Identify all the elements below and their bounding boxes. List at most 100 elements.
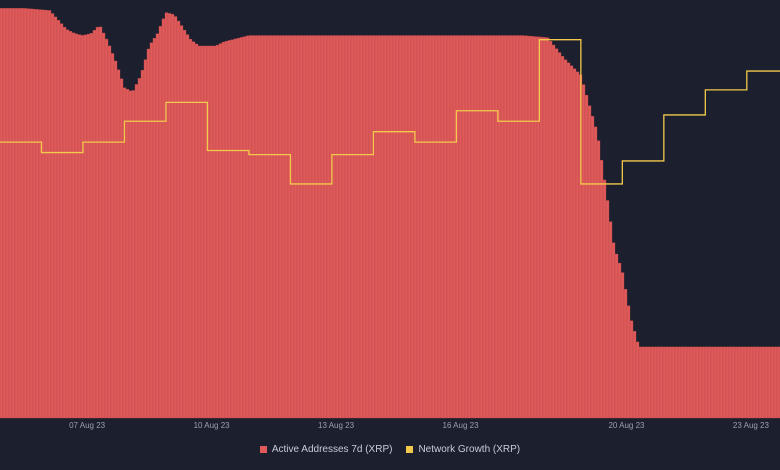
active-addresses-bar <box>50 13 55 419</box>
active-addresses-bar <box>290 35 295 419</box>
active-addresses-bar <box>218 43 223 419</box>
active-addresses-bar <box>722 346 727 419</box>
active-addresses-bar <box>590 116 595 419</box>
active-addresses-bar <box>521 35 526 419</box>
active-addresses-bar <box>650 346 655 419</box>
active-addresses-bar <box>671 346 676 419</box>
active-addresses-bar <box>140 69 145 419</box>
active-addresses-bar <box>473 35 478 419</box>
active-addresses-bar <box>581 84 586 419</box>
active-addresses-bar <box>308 35 313 419</box>
active-addresses-bar <box>680 346 685 419</box>
active-addresses-bar <box>596 140 601 419</box>
active-addresses-bar <box>428 35 433 419</box>
x-tick-label: 10 Aug 23 <box>194 421 231 430</box>
active-addresses-bar <box>467 35 472 419</box>
active-addresses-bar <box>80 35 85 419</box>
active-addresses-bar <box>86 33 91 419</box>
active-addresses-bar <box>98 26 103 419</box>
legend-swatch-network-growth <box>406 446 414 453</box>
active-addresses-bar <box>257 35 262 419</box>
active-addresses-bar <box>551 44 556 419</box>
active-addresses-bar <box>476 35 481 419</box>
active-addresses-bar <box>533 36 538 419</box>
active-addresses-bar <box>395 35 400 419</box>
active-addresses-bar <box>539 36 544 419</box>
active-addresses-bar <box>419 35 424 419</box>
active-addresses-bar <box>242 36 247 419</box>
active-addresses-bar <box>725 346 730 419</box>
active-addresses-bar <box>323 35 328 419</box>
active-addresses-bar <box>368 35 373 419</box>
active-addresses-bar <box>770 346 775 419</box>
active-addresses-bar <box>461 35 466 419</box>
active-addresses-bar <box>77 34 82 419</box>
active-addresses-bar <box>149 42 154 419</box>
active-addresses-bar <box>509 35 514 419</box>
active-addresses-bar <box>416 35 421 419</box>
active-addresses-bar <box>584 94 589 419</box>
active-addresses-bar <box>113 60 118 419</box>
active-addresses-bar <box>761 346 766 419</box>
active-addresses-bar <box>74 33 79 419</box>
active-addresses-bar <box>326 35 331 419</box>
active-addresses-bar <box>155 33 160 419</box>
active-addresses-bar <box>248 35 253 419</box>
active-addresses-bar <box>341 35 346 419</box>
active-addresses-bar <box>452 35 457 419</box>
active-addresses-bar <box>299 35 304 419</box>
legend-label-active-addresses: Active Addresses 7d (XRP) <box>271 444 393 455</box>
active-addresses-bar <box>68 31 73 419</box>
active-addresses-bar <box>305 35 310 419</box>
active-addresses-bar <box>11 8 16 419</box>
active-addresses-bar <box>287 35 292 419</box>
active-addresses-bar <box>191 41 196 419</box>
x-axis: 07 Aug 23 10 Aug 23 13 Aug 23 16 Aug 23 20 A… <box>69 421 769 430</box>
active-addresses-bar <box>437 35 442 419</box>
network-growth-line <box>0 39 780 185</box>
active-addresses-bar <box>404 35 409 419</box>
active-addresses-bar <box>17 8 22 419</box>
active-addresses-bar <box>413 35 418 419</box>
active-addresses-bar <box>434 35 439 419</box>
active-addresses-bar <box>245 35 250 419</box>
active-addresses-bar <box>635 341 640 419</box>
active-addresses-bar <box>698 346 703 419</box>
active-addresses-bar <box>440 35 445 419</box>
active-addresses-bar <box>425 35 430 419</box>
active-addresses-bar <box>29 8 34 419</box>
active-addresses-bar <box>482 35 487 419</box>
active-addresses-bar <box>302 35 307 419</box>
active-addresses-bar <box>737 346 742 419</box>
active-addresses-bar <box>239 37 244 419</box>
active-addresses-bar <box>704 346 709 419</box>
active-addresses-bar <box>422 35 427 419</box>
legend-item-active-addresses[interactable]: Active Addresses 7d (XRP) <box>259 444 393 455</box>
active-addresses-bar <box>89 33 94 419</box>
active-addresses-bar <box>491 35 496 419</box>
active-addresses-bar <box>749 346 754 419</box>
active-addresses-bar <box>563 59 568 419</box>
active-addresses-bar <box>665 346 670 419</box>
active-addresses-bar <box>353 35 358 419</box>
x-tick-label: 20 Aug 23 <box>608 421 645 430</box>
active-addresses-bar <box>224 40 229 419</box>
active-addresses-bar <box>632 331 637 419</box>
x-tick-label: 23 Aug 23 <box>733 421 770 430</box>
active-addresses-bar <box>701 346 706 419</box>
active-addresses-bar <box>194 43 199 419</box>
active-addresses-bar <box>38 9 43 419</box>
active-addresses-series <box>0 8 780 419</box>
active-addresses-bar <box>101 32 106 419</box>
active-addresses-bar <box>677 346 682 419</box>
active-addresses-bar <box>329 35 334 419</box>
active-addresses-bar <box>614 253 619 419</box>
active-addresses-bar <box>233 38 238 419</box>
active-addresses-bar <box>0 8 4 419</box>
active-addresses-bar <box>32 8 37 419</box>
active-addresses-bar <box>221 41 226 419</box>
active-addresses-bar <box>407 35 412 419</box>
active-addresses-bar <box>167 13 172 419</box>
legend-item-network-growth[interactable]: Network Growth (XRP) <box>406 444 520 455</box>
